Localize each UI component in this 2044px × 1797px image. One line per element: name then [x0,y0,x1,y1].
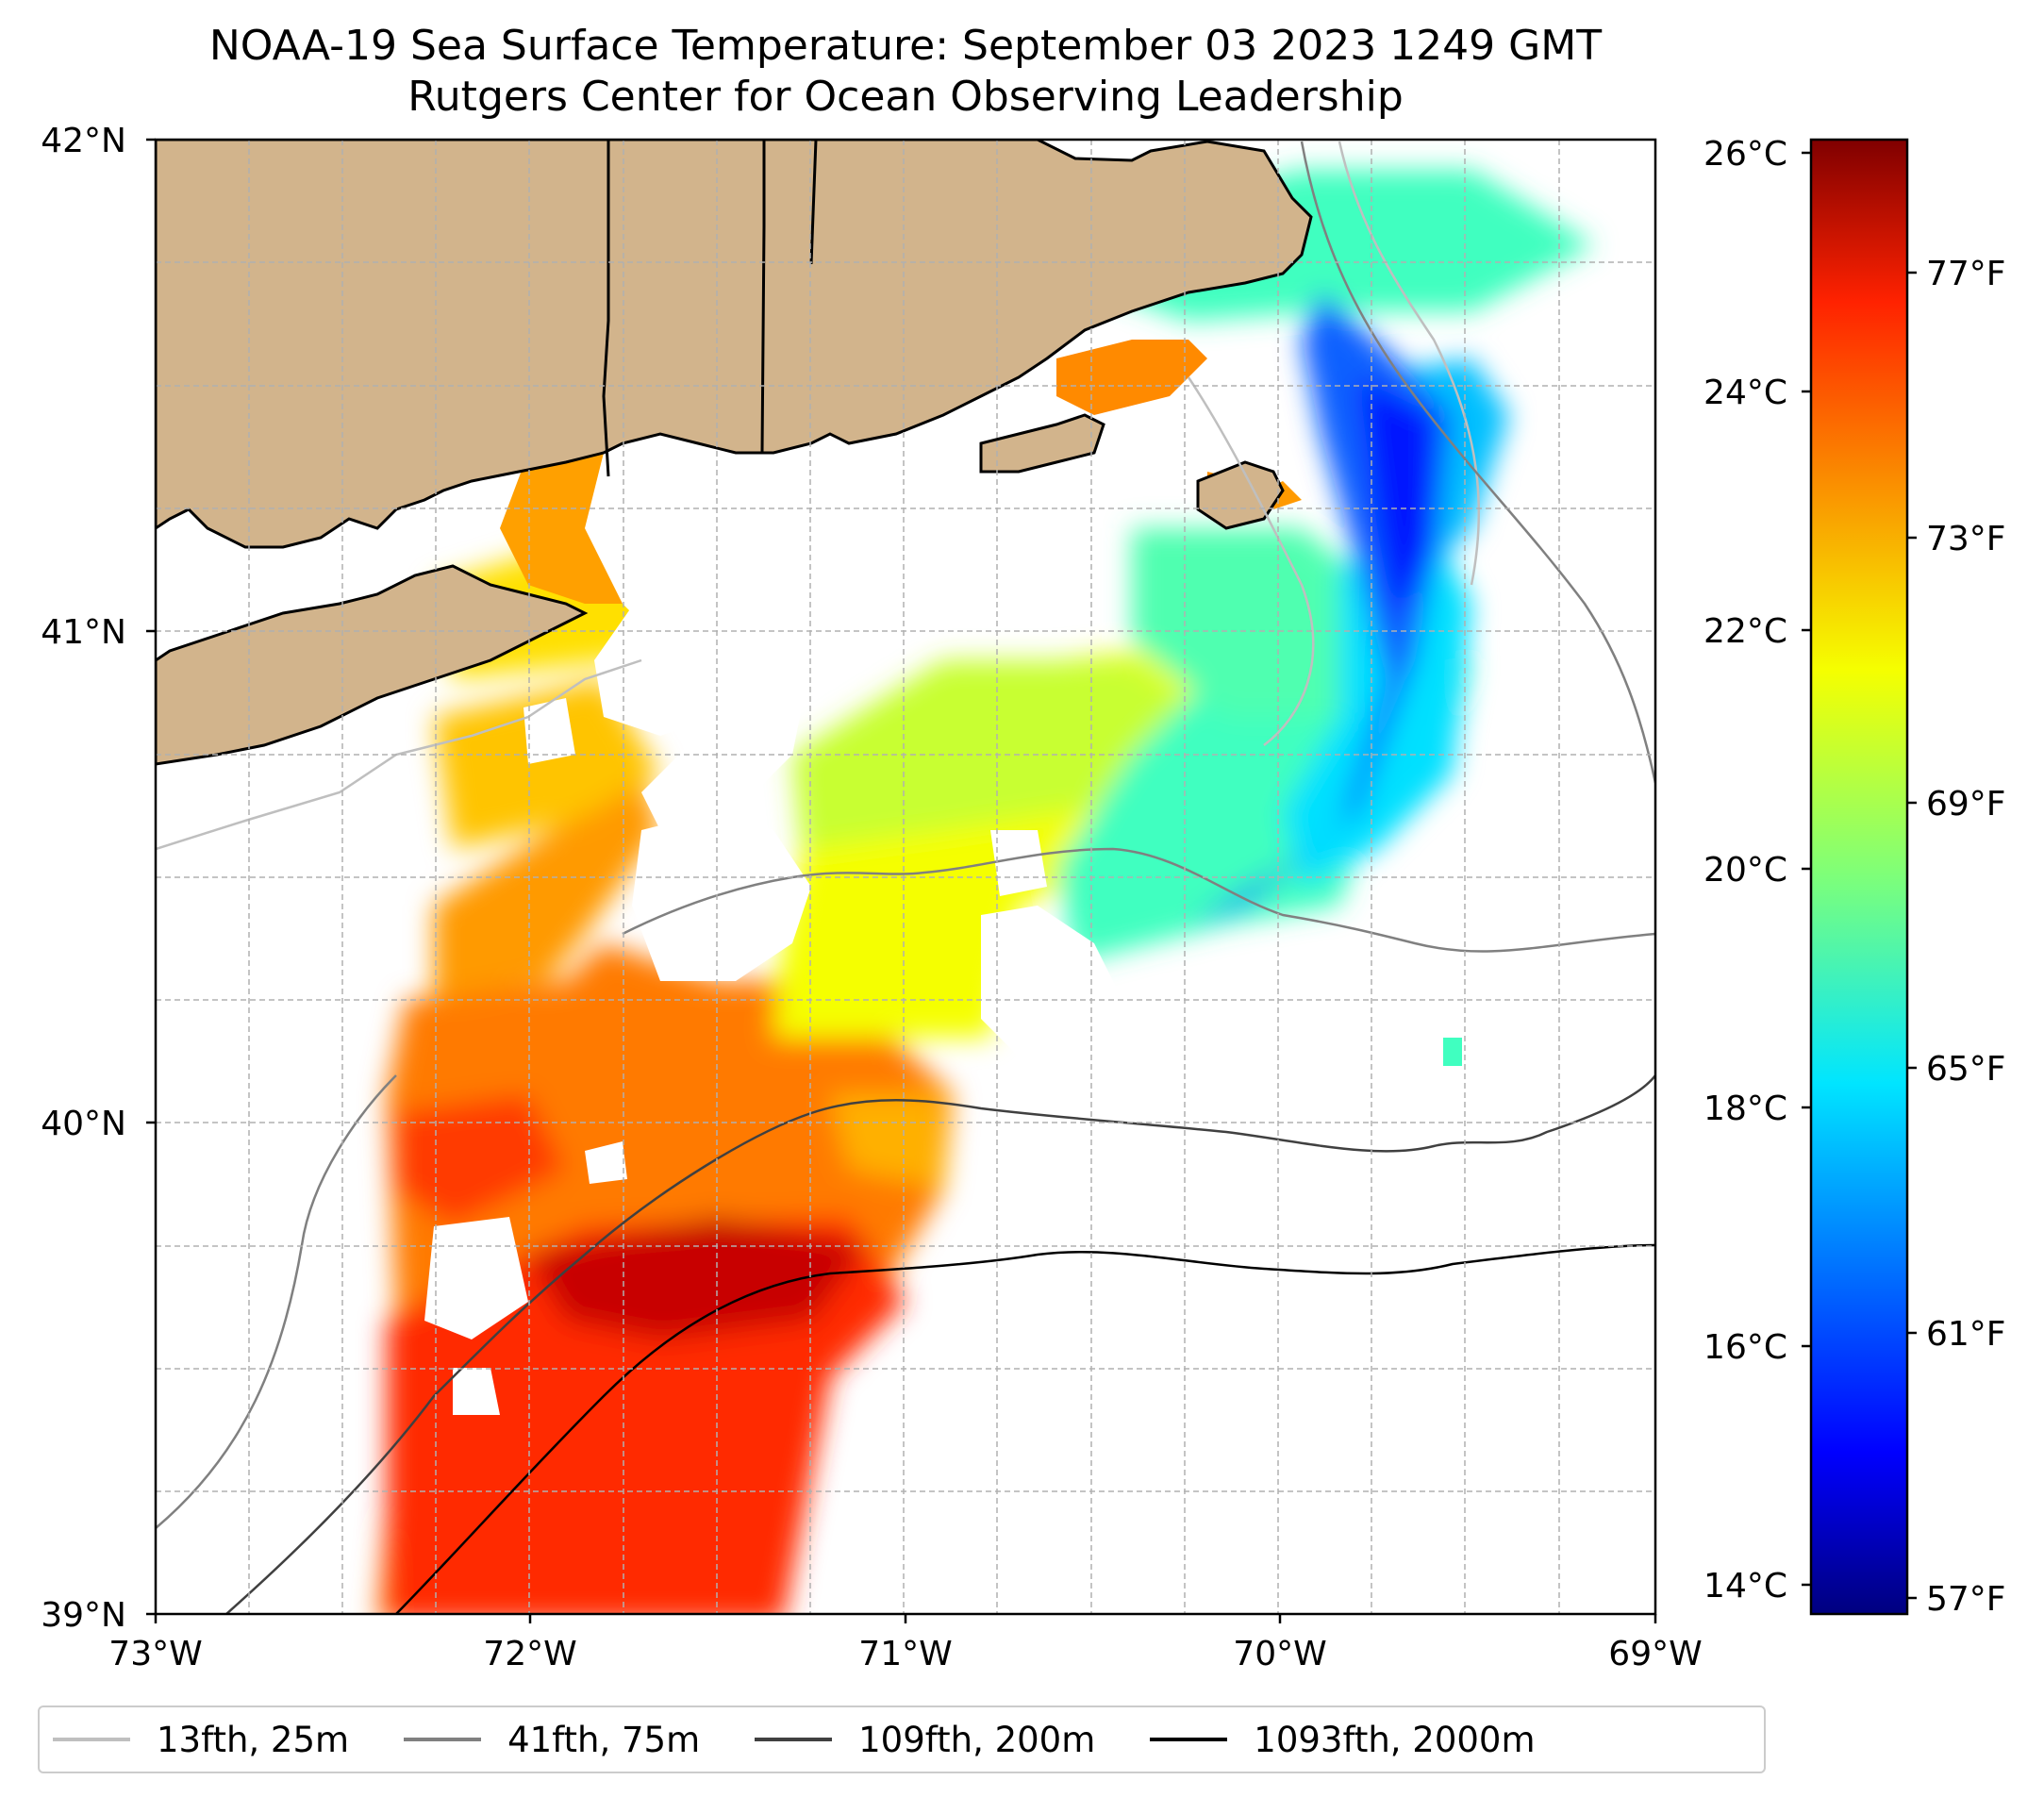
legend-label-200m: 109fth, 200m [858,1719,1096,1760]
colorbar-c-22: 22°C [1703,612,1787,651]
legend-item-25m: 13fth, 25m [53,1720,349,1760]
colorbar-f-69: 69°F [1926,785,2006,824]
legend-label-25m: 13fth, 25m [157,1719,350,1760]
map-subtitle: Rutgers Center for Ocean Observing Leade… [407,73,1404,121]
legend-item-200m: 109fth, 200m [755,1720,1095,1760]
colorbar-c-18: 18°C [1703,1090,1787,1128]
lon-label-70w: 70°W [1233,1635,1326,1673]
legend-line-75m [404,1738,482,1741]
state-borders [602,140,818,477]
map-title: NOAA-19 Sea Surface Temperature: Septemb… [208,22,1603,70]
legend-item-75m: 41fth, 75m [404,1720,700,1760]
axis-ticks [146,138,1657,1623]
lat-label-42n: 42°N [41,122,126,160]
colorbar-c-16: 16°C [1703,1328,1787,1367]
gridlines [156,140,1655,1614]
lat-label-40n: 40°N [41,1105,126,1143]
colorbar-c-14: 14°C [1703,1567,1787,1606]
colorbar-f-77: 77°F [1926,255,2006,293]
colorbar-f-73: 73°F [1926,520,2006,558]
colorbar: 26°C 24°C 22°C 20°C 18°C 16°C 14°C 77°F … [1703,135,2005,1619]
colorbar-gradient [1809,138,1909,1616]
legend-item-2000m: 1093fth, 2000m [1150,1719,1536,1760]
contour-legend: 13fth, 25m 41fth, 75m 109fth, 200m 1093f… [38,1705,1766,1773]
colorbar-f-61: 61°F [1926,1315,2006,1354]
lat-label-41n: 41°N [41,613,126,652]
colorbar-c-24: 24°C [1703,374,1787,412]
lon-label-69w: 69°W [1608,1635,1702,1673]
legend-line-25m [53,1738,130,1741]
colorbar-c-20: 20°C [1703,851,1787,890]
colorbar-f-65: 65°F [1926,1050,2006,1089]
legend-label-75m: 41fth, 75m [507,1719,701,1760]
land [156,140,1313,766]
colorbar-c-26: 26°C [1703,135,1787,174]
legend-label-2000m: 1093fth, 2000m [1254,1719,1536,1760]
colorbar-f-57: 57°F [1926,1580,2006,1619]
map-area [156,140,1655,1614]
legend-line-2000m [1150,1738,1228,1741]
legend-line-200m [755,1738,833,1741]
lon-label-71w: 71°W [858,1635,952,1673]
lon-label-73w: 73°W [108,1635,202,1673]
lat-label-39n: 39°N [41,1596,126,1635]
lon-label-72w: 72°W [483,1635,576,1673]
